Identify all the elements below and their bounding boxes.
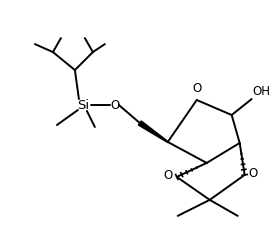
Text: O: O	[110, 98, 119, 112]
Text: O: O	[249, 167, 258, 180]
Text: Si: Si	[77, 98, 89, 112]
Text: OH: OH	[253, 85, 271, 98]
Text: O: O	[192, 82, 201, 95]
Polygon shape	[138, 121, 168, 142]
Text: O: O	[164, 169, 173, 182]
